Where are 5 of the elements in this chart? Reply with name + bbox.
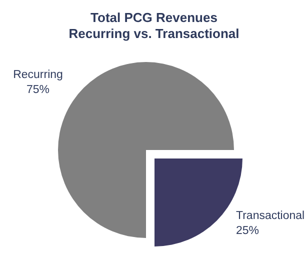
slice-label: Recurring xyxy=(13,69,63,81)
chart-title: Total PCG Revenues Recurring vs. Transactional xyxy=(68,10,240,41)
slice-label: Transactional xyxy=(236,210,305,222)
data-label: 75% xyxy=(26,84,50,96)
data-label: 25% xyxy=(236,225,260,237)
